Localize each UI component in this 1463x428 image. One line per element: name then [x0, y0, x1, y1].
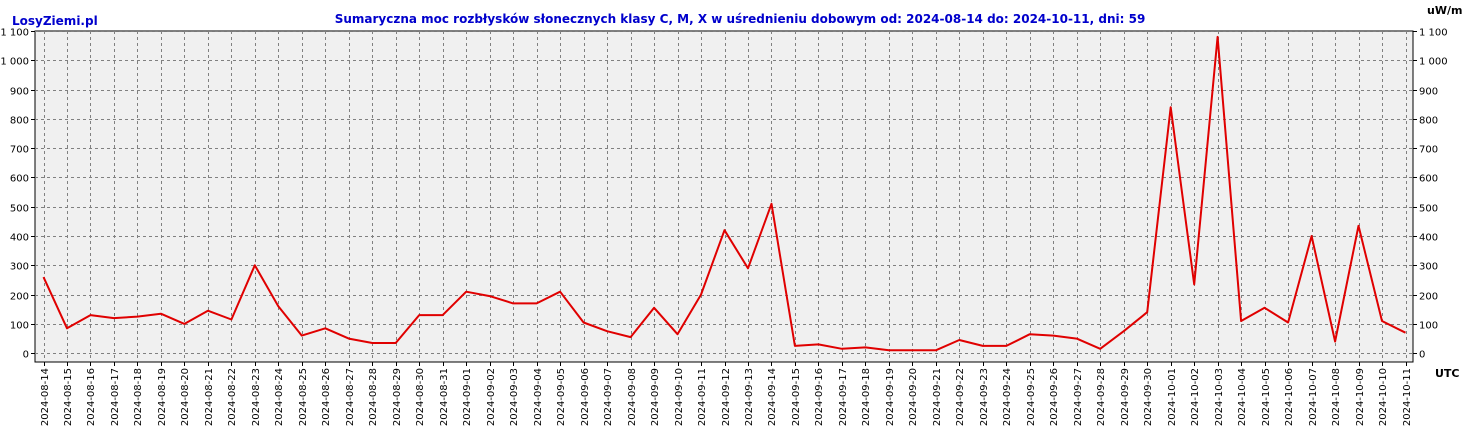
x-tick-label: 2024-10-05 [1261, 368, 1272, 426]
x-tick-label: 2024-09-23 [979, 368, 990, 426]
y-tick-label: 700 [10, 145, 29, 156]
y-tick-label: 1 000 [0, 57, 29, 68]
x-tick-label: 2024-09-09 [650, 368, 661, 426]
x-tick-label: 2024-08-21 [204, 368, 215, 426]
y-tick-label: 0 [1419, 350, 1425, 361]
y-axis-unit-label: uW/m2 [1427, 4, 1463, 17]
grid-lines [35, 31, 1413, 362]
x-tick-label: 2024-09-19 [885, 368, 896, 426]
x-tick-label: 2024-08-16 [86, 368, 97, 426]
y-tick-label: 100 [10, 321, 29, 332]
x-tick-label: 2024-09-17 [838, 368, 849, 426]
x-tick-label: 2024-09-04 [533, 368, 544, 426]
x-tick-label: 2024-08-29 [392, 368, 403, 426]
plot-area [34, 30, 1414, 363]
x-tick-label: 2024-09-24 [1002, 368, 1013, 426]
x-axis-unit-label: UTC [1435, 367, 1460, 380]
y-tick-label: 500 [1419, 204, 1438, 215]
x-tick-label: 2024-08-14 [40, 368, 51, 426]
x-tick-label: 2024-09-30 [1143, 368, 1154, 426]
x-tick-label: 2024-10-06 [1284, 368, 1295, 426]
x-tick-label: 2024-09-20 [908, 368, 919, 426]
y-tick-label: 1 000 [1419, 57, 1448, 68]
y-tick-label: 400 [1419, 233, 1438, 244]
x-tick-label: 2024-09-26 [1049, 368, 1060, 426]
x-tick-label: 2024-09-03 [509, 368, 520, 426]
x-tick-label: 2024-09-05 [556, 368, 567, 426]
y-tick-label: 600 [1419, 174, 1438, 185]
x-tick-label: 2024-09-13 [744, 368, 755, 426]
x-tick-label: 2024-09-29 [1120, 368, 1131, 426]
x-tick-label: 2024-10-07 [1308, 368, 1319, 426]
x-tick-label: 2024-10-01 [1167, 368, 1178, 426]
x-tick-label: 2024-08-15 [63, 368, 74, 426]
series-line [42, 35, 1406, 352]
x-tick-label: 2024-09-08 [627, 368, 638, 426]
x-tick-label: 2024-10-08 [1331, 368, 1342, 426]
x-tick-label: 2024-08-25 [298, 368, 309, 426]
y-tick-label: 1 100 [0, 28, 29, 39]
x-tick-label: 2024-09-14 [767, 368, 778, 426]
y-tick-label: 200 [1419, 292, 1438, 303]
y-tick-label: 800 [1419, 116, 1438, 127]
chart-title: Sumaryczna moc rozbłysków słonecznych kl… [335, 12, 1146, 26]
x-tick-label: 2024-08-19 [157, 368, 168, 426]
x-tick-label: 2024-09-16 [814, 368, 825, 426]
x-tick-label: 2024-10-02 [1190, 368, 1201, 426]
y-tick-label: 500 [10, 204, 29, 215]
brand-logo[interactable]: LosyZiemi.pl [12, 14, 98, 28]
x-tick-label: 2024-09-25 [1026, 368, 1037, 426]
x-tick-label: 2024-08-18 [133, 368, 144, 426]
x-tick-label: 2024-09-15 [791, 368, 802, 426]
y-tick-label: 800 [10, 116, 29, 127]
x-tick-label: 2024-09-12 [721, 368, 732, 426]
y-axis-left: 0 100 200 300 400 500 600 700 800 900 1 000 1 100 [0, 28, 35, 361]
y-tick-label: 700 [1419, 145, 1438, 156]
x-tick-label: 2024-09-02 [486, 368, 497, 426]
x-tick-label: 2024-09-21 [932, 368, 943, 426]
x-tick-label: 2024-08-24 [274, 368, 285, 426]
x-tick-label: 2024-10-10 [1378, 368, 1389, 426]
x-tick-label: 2024-09-10 [674, 368, 685, 426]
y-axis-right: 0 100 200 300 400 500 600 700 800 900 1 000 1 100 [1413, 28, 1448, 361]
x-tick-label: 2024-10-04 [1237, 368, 1248, 426]
y-tick-label: 300 [1419, 262, 1438, 273]
y-tick-label: 900 [10, 87, 29, 98]
x-tick-label: 2024-09-22 [955, 368, 966, 426]
x-tick-label: 2024-08-23 [251, 368, 262, 426]
y-tick-label: 300 [10, 262, 29, 273]
y-tick-label: 400 [10, 233, 29, 244]
x-tick-label: 2024-08-17 [110, 368, 121, 426]
x-tick-label: 2024-10-11 [1402, 368, 1413, 426]
x-tick-label: 2024-09-18 [861, 368, 872, 426]
x-tick-label: 2024-10-03 [1214, 368, 1225, 426]
x-tick-label: 2024-09-28 [1096, 368, 1107, 426]
x-tick-label: 2024-09-27 [1073, 368, 1084, 426]
x-tick-label: 2024-08-28 [368, 368, 379, 426]
y-tick-label: 900 [1419, 87, 1438, 98]
x-tick-label: 2024-09-01 [462, 368, 473, 426]
x-tick-label: 2024-08-20 [180, 368, 191, 426]
x-tick-label: 2024-08-22 [227, 368, 238, 426]
x-tick-label: 2024-10-09 [1355, 368, 1366, 426]
x-axis: 2024-08-14 2024-08-15 2024-08-16 2024-08-17… [40, 362, 1413, 426]
x-tick-label: 2024-08-27 [345, 368, 356, 426]
y-tick-label: 200 [10, 292, 29, 303]
x-tick-label: 2024-09-11 [697, 368, 708, 426]
x-tick-label: 2024-08-31 [439, 368, 450, 426]
y-tick-label: 100 [1419, 321, 1438, 332]
x-tick-label: 2024-08-30 [415, 368, 426, 426]
x-tick-label: 2024-08-26 [321, 368, 332, 426]
y-tick-label: 600 [10, 174, 29, 185]
x-tick-label: 2024-09-06 [580, 368, 591, 426]
y-tick-label: 1 100 [1419, 28, 1448, 39]
x-tick-label: 2024-09-07 [603, 368, 614, 426]
y-tick-label: 0 [23, 350, 29, 361]
